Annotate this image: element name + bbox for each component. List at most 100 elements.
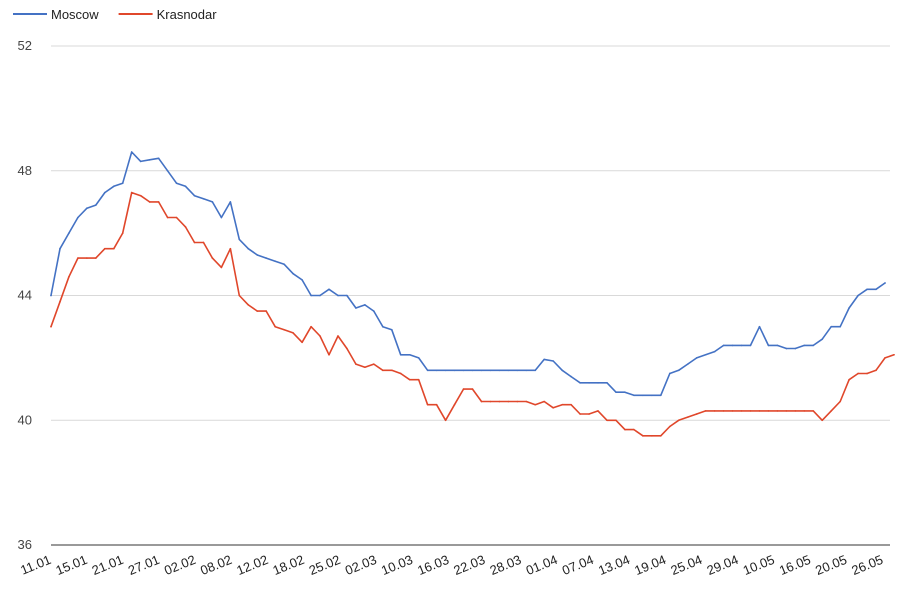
data-point-moscow: [166, 169, 169, 172]
data-point-krasnodar: [668, 425, 671, 428]
data-point-moscow: [256, 254, 259, 256]
data-point-krasnodar: [731, 410, 734, 412]
data-point-krasnodar: [875, 369, 877, 372]
data-point-krasnodar: [355, 363, 357, 365]
data-point-krasnodar: [677, 419, 680, 422]
data-point-krasnodar: [471, 388, 474, 390]
data-point-moscow: [830, 325, 832, 328]
data-point-moscow: [749, 344, 752, 347]
data-point-moscow: [480, 369, 483, 372]
data-point-krasnodar: [570, 403, 572, 406]
data-point-krasnodar: [220, 266, 223, 269]
x-tick-label: 08.02: [198, 552, 234, 578]
data-point-moscow: [399, 353, 402, 356]
data-point-krasnodar: [615, 419, 617, 422]
data-point-moscow: [211, 201, 214, 203]
x-tick-label: 02.03: [343, 552, 379, 578]
data-point-krasnodar: [695, 413, 698, 415]
legend: Moscow Krasnodar: [13, 7, 217, 22]
data-point-moscow: [704, 353, 707, 356]
grid-lines: [51, 45, 890, 546]
series-moscow: [50, 151, 886, 397]
data-point-moscow: [695, 357, 698, 359]
data-point-moscow: [552, 360, 554, 362]
data-point-moscow: [543, 358, 546, 361]
y-tick-label: 52: [18, 38, 32, 53]
data-point-krasnodar: [722, 410, 725, 412]
data-point-krasnodar: [516, 400, 519, 403]
data-point-moscow: [202, 198, 205, 200]
data-point-moscow: [489, 369, 492, 372]
data-point-moscow: [310, 294, 312, 297]
data-point-moscow: [597, 382, 599, 384]
data-point-moscow: [740, 344, 743, 347]
data-point-moscow: [857, 294, 859, 297]
data-point-moscow: [229, 201, 232, 203]
data-point-moscow: [148, 159, 151, 161]
data-point-moscow: [95, 204, 97, 206]
data-point-moscow: [651, 394, 653, 397]
data-point-krasnodar: [552, 406, 554, 409]
data-point-krasnodar: [785, 410, 788, 412]
y-tick-label: 48: [18, 163, 32, 178]
data-point-krasnodar: [857, 372, 859, 375]
data-point-krasnodar: [408, 378, 411, 381]
data-point-moscow: [390, 329, 393, 331]
x-tick-label: 10.05: [741, 552, 777, 578]
data-point-krasnodar: [86, 257, 88, 259]
data-point-moscow: [86, 207, 88, 209]
data-point-moscow: [866, 288, 868, 291]
x-tick-label: 07.04: [560, 552, 596, 578]
data-point-krasnodar: [713, 410, 716, 412]
x-axis: 11.01 15.01 21.01 27.01 02.02 08.02 12.02 18.02…: [18, 552, 885, 578]
data-point-krasnodar: [399, 372, 402, 375]
data-point-krasnodar: [686, 416, 689, 418]
data-point-krasnodar: [633, 428, 635, 431]
data-point-krasnodar: [525, 400, 528, 403]
data-point-krasnodar: [462, 388, 465, 390]
data-point-krasnodar: [597, 410, 599, 412]
data-point-moscow: [444, 369, 447, 372]
data-point-krasnodar: [579, 413, 581, 415]
data-point-moscow: [130, 151, 133, 153]
data-point-moscow: [875, 288, 877, 291]
data-point-krasnodar: [444, 419, 447, 422]
data-point-krasnodar: [364, 366, 366, 369]
data-point-moscow: [884, 282, 886, 284]
x-tick-label: 18.02: [271, 552, 307, 578]
data-point-moscow: [283, 263, 285, 266]
data-point-krasnodar: [283, 329, 285, 331]
data-point-krasnodar: [77, 257, 79, 259]
data-point-krasnodar: [740, 410, 743, 412]
data-point-krasnodar: [749, 410, 752, 412]
data-point-moscow: [785, 347, 788, 350]
data-point-krasnodar: [130, 191, 133, 194]
data-point-moscow: [588, 382, 590, 384]
series-line-moscow: [50, 151, 886, 397]
data-point-krasnodar: [68, 275, 70, 278]
x-tick-label: 16.05: [777, 552, 813, 578]
data-point-moscow: [319, 294, 321, 297]
data-point-krasnodar: [104, 247, 106, 250]
data-point-krasnodar: [390, 369, 393, 372]
data-point-krasnodar: [893, 353, 895, 356]
data-point-krasnodar: [346, 347, 348, 350]
data-point-krasnodar: [803, 410, 806, 412]
data-point-moscow: [686, 363, 689, 365]
data-point-krasnodar: [812, 410, 815, 412]
data-point-moscow: [471, 369, 474, 372]
data-point-krasnodar: [175, 216, 178, 219]
data-point-moscow: [668, 372, 671, 375]
x-tick-label: 27.01: [126, 552, 162, 578]
data-point-moscow: [570, 375, 572, 378]
data-point-moscow: [68, 232, 70, 234]
data-point-moscow: [462, 369, 465, 372]
series-line-krasnodar: [50, 191, 895, 437]
data-point-moscow: [758, 325, 761, 328]
x-tick-label: 19.04: [632, 552, 668, 578]
y-tick-label: 40: [18, 412, 32, 427]
data-point-krasnodar: [229, 247, 232, 250]
x-tick-label: 13.04: [596, 552, 632, 578]
data-point-moscow: [426, 369, 429, 372]
